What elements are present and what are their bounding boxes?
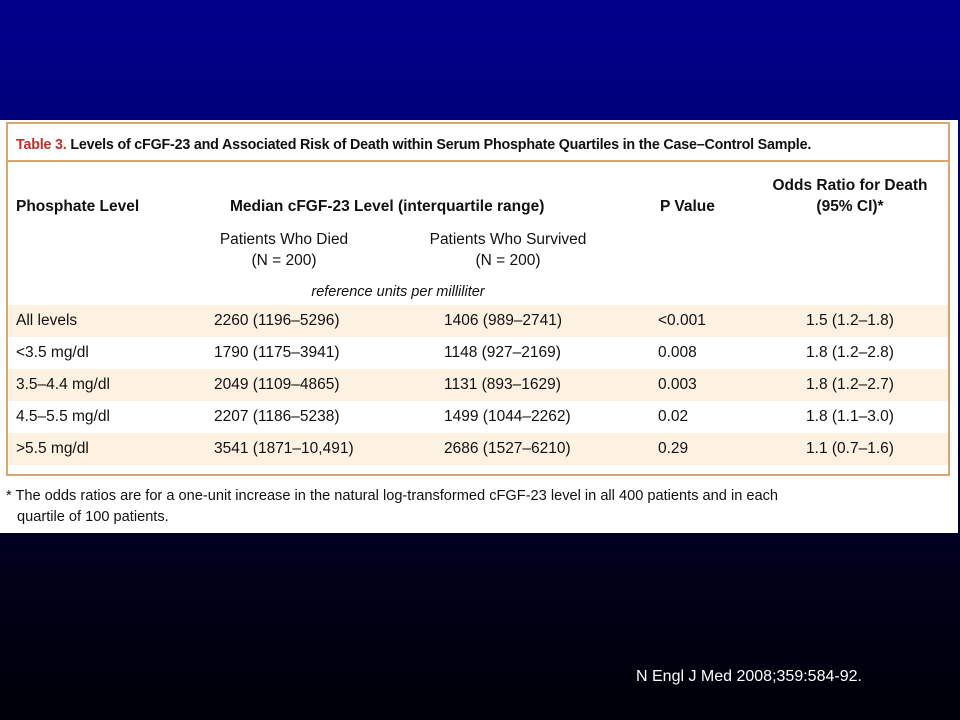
units: reference units per milliliter bbox=[311, 284, 485, 300]
cell: 2260 (1196–5296) bbox=[214, 312, 340, 329]
cell: 4.5–5.5 mg/dl bbox=[16, 408, 110, 425]
cell: 0.008 bbox=[658, 344, 697, 361]
cell: 3541 (1871–10,491) bbox=[214, 440, 354, 457]
title-text: Levels of cFGF-23 and Associated Risk of… bbox=[70, 137, 812, 153]
cell: 0.29 bbox=[658, 440, 689, 457]
cell: 3.5–4.4 mg/dl bbox=[16, 376, 110, 393]
cell: 2207 (1186–5238) bbox=[214, 408, 340, 425]
footnote: quartile of 100 patients. bbox=[17, 509, 169, 525]
header: Phosphate Level bbox=[16, 198, 140, 215]
cell: All levels bbox=[16, 312, 78, 329]
cell: 1.8 (1.2–2.8) bbox=[806, 344, 894, 361]
cell: 1148 (927–2169) bbox=[444, 344, 561, 361]
footnote: * The odds ratios are for a one-unit inc… bbox=[6, 488, 779, 504]
cell: 1.8 (1.1–3.0) bbox=[806, 408, 894, 425]
cell: 2686 (1527–6210) bbox=[444, 440, 571, 457]
header: (95% CI)* bbox=[816, 198, 884, 215]
table-title: Table 3. Levels of cFGF-23 and Associate… bbox=[16, 136, 811, 154]
table-figure: Table 3. Levels of cFGF-23 and Associate… bbox=[0, 120, 958, 533]
header: P Value bbox=[660, 198, 715, 215]
subheader: (N = 200) bbox=[475, 252, 541, 269]
cell: <3.5 mg/dl bbox=[16, 344, 89, 361]
subheader: (N = 200) bbox=[251, 252, 317, 269]
cell: 0.02 bbox=[658, 408, 689, 425]
table-frame: Table 3. Levels of cFGF-23 and Associate… bbox=[6, 122, 950, 476]
row-stripe bbox=[8, 305, 948, 337]
subheader: Patients Who Died bbox=[219, 231, 349, 248]
cell: 1499 (1044–2262) bbox=[444, 408, 571, 425]
header: Odds Ratio for Death bbox=[772, 177, 928, 194]
cell: 1.1 (0.7–1.6) bbox=[806, 440, 894, 457]
cell: 1131 (893–1629) bbox=[444, 376, 561, 393]
cell: >5.5 mg/dl bbox=[16, 440, 89, 457]
cell: 2049 (1109–4865) bbox=[214, 376, 340, 393]
cell: 1406 (989–2741) bbox=[444, 312, 563, 329]
cell: 1.5 (1.2–1.8) bbox=[806, 312, 894, 329]
cell: <0.001 bbox=[658, 312, 706, 329]
header: Median cFGF-23 Level (interquartile rang… bbox=[230, 198, 545, 215]
title-rule bbox=[8, 160, 948, 162]
cell: 1.8 (1.2–2.7) bbox=[806, 376, 894, 393]
cell: 1790 (1175–3941) bbox=[214, 344, 340, 361]
subheader: Patients Who Survived bbox=[429, 231, 587, 248]
row-stripe bbox=[8, 369, 948, 401]
row-stripe bbox=[8, 433, 948, 465]
cell: 0.003 bbox=[658, 376, 697, 393]
citation: N Engl J Med 2008;359:584-92. bbox=[636, 668, 862, 685]
table-label: Table 3. bbox=[16, 137, 67, 153]
